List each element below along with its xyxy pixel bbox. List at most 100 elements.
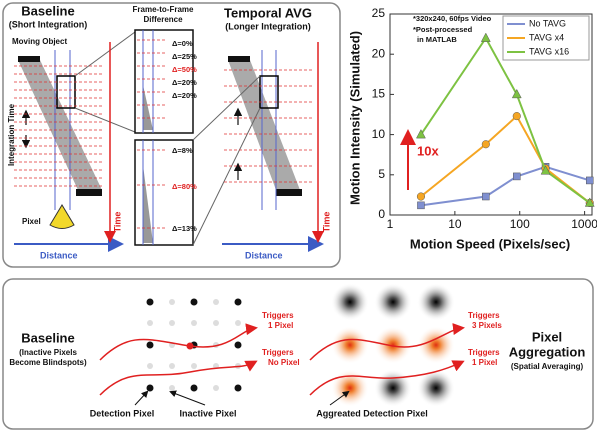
detection-pixel-label: Detection Pixel — [90, 408, 155, 418]
difference-label: Δ=20% — [172, 78, 197, 87]
x-tick-label: 1000 — [571, 217, 597, 231]
object-end — [76, 189, 102, 196]
motion-band — [143, 85, 153, 130]
time-label: Time — [321, 212, 331, 233]
detection-pixel — [234, 298, 242, 306]
zoom-line — [74, 31, 136, 77]
detection-pixel — [190, 384, 198, 392]
bottom-panel: Baseline (Inactive Pixels Become Blindsp… — [2, 278, 594, 430]
x-tick-label: 1 — [387, 217, 394, 231]
aggregation-subtitle: (Spatial Averaging) — [511, 362, 584, 371]
inactive-pixel — [213, 320, 219, 326]
y-tick-label: 25 — [372, 6, 386, 20]
detection-pixel — [146, 341, 154, 349]
trigger-label: No Pixel — [268, 358, 300, 367]
baseline-subtitle: (Short Integration) — [9, 19, 88, 29]
difference-label: Δ=8% — [172, 146, 193, 155]
series-line — [420, 36, 591, 204]
y-axis-label: Motion Intensity (Simulated) — [347, 31, 362, 205]
difference-label: Δ=13% — [172, 224, 197, 233]
chart: Motion Speed (Pixels/sec) Motion Intensi… — [347, 6, 597, 251]
point — [512, 112, 521, 121]
series-line — [420, 114, 591, 204]
pixel-grid — [146, 283, 455, 407]
zoom-box — [56, 75, 76, 109]
aggregation-title: Pixel — [532, 329, 562, 344]
y-tick-label: 20 — [372, 46, 386, 60]
tavg-title: Temporal AVG — [224, 5, 312, 20]
inactive-pixel — [191, 320, 197, 326]
zoom-line — [74, 107, 136, 133]
series-line — [420, 165, 591, 207]
pixel-icon — [49, 204, 75, 229]
object-start — [18, 56, 40, 62]
legend-label: TAVG x4 — [529, 32, 564, 42]
aggregated-pixel — [331, 283, 369, 321]
y-tick-label: 10 — [372, 127, 386, 141]
detection-pixel — [146, 298, 154, 306]
integration-time-label: Integration Time — [7, 103, 16, 166]
inactive-pixel — [147, 363, 153, 369]
motion-band — [143, 165, 153, 243]
inactive-pixel — [169, 363, 175, 369]
point — [416, 129, 426, 139]
point — [417, 201, 425, 210]
inactive-pixel — [213, 299, 219, 305]
aggregated-pixel — [374, 326, 412, 364]
time-label: Time — [112, 212, 122, 233]
object-start — [228, 56, 250, 62]
detection-pixel — [234, 341, 242, 349]
trajectory — [309, 323, 465, 361]
pointer — [134, 390, 149, 406]
point — [416, 192, 426, 201]
top-panel: Baseline (Short Integration) Moving Obje… — [2, 2, 341, 268]
point — [481, 140, 490, 149]
trajectory — [99, 360, 258, 396]
zoom-line — [192, 107, 261, 246]
zoom-box — [259, 75, 279, 109]
inactive-pixel — [147, 320, 153, 326]
aggregated-pixel — [417, 369, 455, 407]
annotation: in MATLAB — [417, 35, 457, 44]
aggregated-pixel — [417, 283, 455, 321]
aggregated-pixel — [374, 369, 412, 407]
aggregation-title: Aggregation — [509, 344, 586, 359]
panel-frame — [2, 2, 341, 268]
annotation: *Post-processed — [413, 25, 473, 34]
inactive-pixel — [235, 320, 241, 326]
difference-label: Δ=50% — [172, 65, 197, 74]
time-lines — [14, 39, 312, 229]
y-tick-label: 0 — [378, 207, 385, 221]
detection-pixel — [190, 298, 198, 306]
difference-label: Δ=80% — [172, 182, 197, 191]
moving-object-label: Moving Object — [12, 37, 67, 46]
difference-title: Frame-to-Frame — [133, 5, 194, 14]
distance-label: Distance — [40, 250, 78, 260]
legend-label: No TAVG — [529, 18, 566, 28]
point — [511, 88, 522, 99]
baseline-subtitle: (Inactive Pixels — [19, 348, 77, 357]
difference-label: Δ=25% — [172, 52, 197, 61]
baseline-title: Baseline — [21, 330, 74, 345]
motion-band — [18, 60, 102, 190]
aggregated-pixel — [417, 326, 455, 364]
point — [482, 192, 490, 201]
plot-frame — [389, 13, 593, 216]
trigger-label: Triggers — [468, 311, 500, 320]
inactive-pixel — [191, 363, 197, 369]
object-end — [276, 189, 302, 196]
detection-pixel — [234, 384, 242, 392]
x-tick-label: 100 — [510, 217, 530, 231]
x-axis-label: Motion Speed (Pixels/sec) — [410, 236, 570, 251]
zoom-line — [192, 75, 261, 141]
annotation: 10x — [417, 143, 439, 158]
pointer — [169, 390, 206, 406]
inactive-pixel — [169, 385, 175, 391]
tavg-subtitle: (Longer Integration) — [225, 21, 311, 31]
trigger-label: 1 Pixel — [472, 358, 497, 367]
y-tick-label: 5 — [378, 167, 385, 181]
point — [513, 172, 521, 181]
inactive-pixel-label: Inactive Pixel — [179, 408, 236, 418]
inactive-pixel — [169, 320, 175, 326]
